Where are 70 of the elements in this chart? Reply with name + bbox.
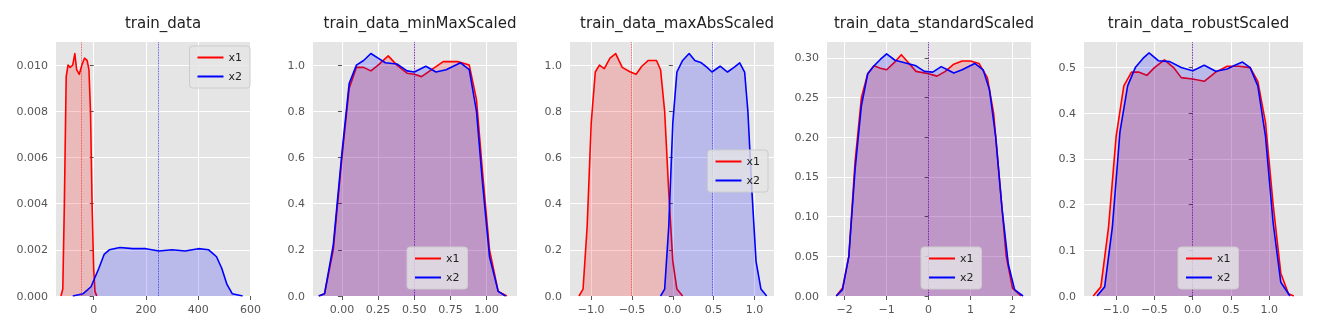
chart-title: train_data_maxAbsScaled xyxy=(580,13,774,33)
y-tick-label: 0.6 xyxy=(287,150,305,164)
y-tick-label: 1.0 xyxy=(544,58,562,72)
y-tick-label: 0.4 xyxy=(1058,106,1076,120)
x-tick-label: 2 xyxy=(1009,303,1017,316)
legend-label: x1 xyxy=(746,155,761,168)
y-tick-label: 0.006 xyxy=(16,150,48,164)
legend-label: x1 xyxy=(1217,252,1231,265)
x-tick-label: 200 xyxy=(135,303,157,316)
legend-label: x2 xyxy=(960,271,974,284)
series-label: x1 xyxy=(446,252,460,265)
chart-title: train_data xyxy=(124,13,202,33)
y-tick-label: 0.0 xyxy=(1058,289,1076,303)
y-tick-label: 0.0 xyxy=(287,289,305,303)
y-tick-label: 0.2 xyxy=(544,243,562,257)
x-tick-label: 0 xyxy=(925,303,933,316)
y-tick-label: 0.5 xyxy=(1058,61,1076,75)
y-tick-label: 0.2 xyxy=(1058,198,1076,212)
x-tick-label: −1 xyxy=(878,303,895,316)
y-tick-label: 0.20 xyxy=(794,130,819,144)
x-tick-label: −1.0 xyxy=(1102,303,1130,316)
y-tick-label: 0.10 xyxy=(794,210,819,224)
chart-title: train_data_robustScaled xyxy=(1107,13,1290,33)
y-tick-label: 1.0 xyxy=(287,58,305,72)
legend-label: x1 xyxy=(228,51,243,64)
y-tick-label: 0.008 xyxy=(16,104,48,118)
x-tick-label: 1.0 xyxy=(1260,303,1279,316)
legend-label: x2 xyxy=(746,174,761,187)
y-tick-label: 0.004 xyxy=(16,197,48,211)
y-tick-label: 0.000 xyxy=(16,289,48,303)
x-tick-label: −2 xyxy=(836,303,853,316)
x-tick-label: 1 xyxy=(967,303,975,316)
y-tick-label: 0.1 xyxy=(1058,243,1076,257)
x-tick-label: 600 xyxy=(240,303,261,316)
x-tick-label: −1.0 xyxy=(577,303,605,316)
y-tick-label: 0.2 xyxy=(287,243,305,257)
x-tick-label: 0.50 xyxy=(402,303,427,316)
x-tick-label: −0.5 xyxy=(1141,303,1168,316)
y-tick-label: 0.0 xyxy=(544,289,562,303)
x-tick-label: 0.5 xyxy=(1222,303,1240,316)
x-tick-label: 1.0 xyxy=(745,303,764,316)
y-tick-label: 0.3 xyxy=(1058,152,1076,166)
x-tick-label: 1.00 xyxy=(474,303,499,316)
y-tick-label: 0.002 xyxy=(16,243,48,257)
y-tick-label: 0.4 xyxy=(287,197,305,211)
x-tick-label: 0.25 xyxy=(365,303,391,316)
y-tick-label: 0.010 xyxy=(16,58,48,72)
legend-label: x2 xyxy=(446,271,460,284)
legend-label: x2 xyxy=(228,70,243,83)
y-tick-label: 0.30 xyxy=(794,51,819,65)
y-tick-label: 0.4 xyxy=(544,197,562,211)
x-tick-label: 0.0 xyxy=(1183,303,1202,316)
y-tick-label: 0.8 xyxy=(287,104,305,118)
y-tick-label: 0.15 xyxy=(794,170,819,184)
x-tick-label: 400 xyxy=(187,303,209,316)
y-tick-label: 0.6 xyxy=(544,150,562,164)
chart-title: train_data_minMaxScaled xyxy=(323,13,517,33)
chart-title: train_data_standardScaled xyxy=(833,13,1035,33)
x-tick-label: 0.75 xyxy=(438,303,463,316)
y-tick-label: 0.05 xyxy=(794,249,819,263)
legend-label: x2 xyxy=(1217,271,1231,284)
x-tick-label: 0.5 xyxy=(704,303,723,316)
y-tick-label: 0.00 xyxy=(794,289,819,303)
series-label: x1 xyxy=(960,252,974,265)
y-tick-label: 0.8 xyxy=(544,104,562,118)
x-tick-label: 0.00 xyxy=(329,303,355,316)
y-tick-label: 0.25 xyxy=(794,91,819,105)
x-tick-label: 0.0 xyxy=(664,303,682,316)
x-tick-label: 0 xyxy=(90,303,98,316)
x-tick-label: −0.5 xyxy=(618,303,646,316)
